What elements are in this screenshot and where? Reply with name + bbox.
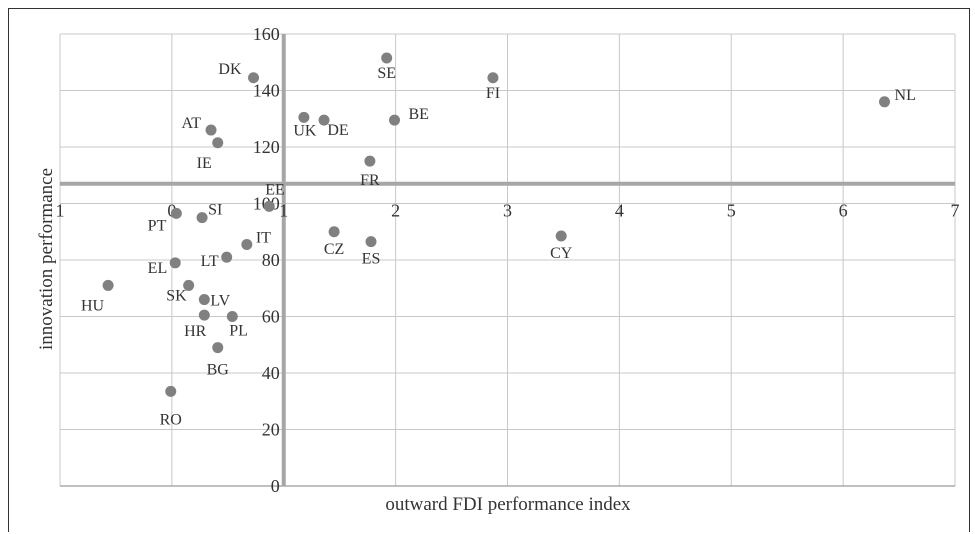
x-tick-label: 2 — [391, 201, 400, 221]
data-point-pt — [170, 207, 182, 219]
point-label-fr: FR — [360, 172, 380, 189]
point-label-pl: PL — [229, 323, 248, 340]
data-point-fr — [364, 155, 376, 167]
data-point-pl — [226, 311, 238, 322]
grid — [59, 33, 956, 487]
point-label-fi: FI — [486, 85, 500, 102]
point-label-ie: IE — [197, 155, 212, 172]
data-point-hu — [102, 279, 114, 291]
y-tick-label: 80 — [262, 250, 280, 270]
x-tick-label: 3 — [503, 201, 512, 221]
point-label-at: AT — [181, 115, 201, 132]
y-tick-label: 120 — [253, 137, 280, 157]
data-point-at — [205, 124, 217, 136]
y-tick-label: 140 — [253, 81, 280, 101]
point-label-dk: DK — [218, 61, 242, 78]
point-label-it: IT — [256, 229, 271, 246]
x-tick-label: 5 — [727, 201, 736, 221]
data-point-cz — [328, 226, 340, 238]
point-label-hr: HR — [184, 323, 207, 340]
data-point-be — [389, 114, 401, 126]
y-axis-title: innovation performance — [36, 168, 57, 350]
data-point-nl — [879, 96, 891, 108]
point-label-be: BE — [409, 106, 429, 123]
data-point-ee — [263, 200, 275, 212]
point-label-si: SI — [208, 202, 222, 219]
point-label-el: EL — [148, 260, 168, 277]
reference-lines — [60, 34, 955, 486]
data-point-fi — [487, 72, 499, 84]
point-label-uk: UK — [293, 122, 317, 139]
x-tick-label: 1 — [279, 201, 288, 221]
y-tick-label: 60 — [262, 307, 280, 327]
x-tick-label: 1 — [56, 201, 65, 221]
x-tick-label: 6 — [839, 201, 848, 221]
point-label-de: DE — [327, 122, 348, 139]
point-label-sk: SK — [166, 287, 187, 304]
point-label-hu: HU — [81, 297, 105, 314]
point-label-es: ES — [362, 251, 381, 268]
chart-frame — [8, 8, 970, 532]
x-tick-label: 4 — [615, 201, 624, 221]
data-point-bg — [212, 342, 224, 354]
data-point-hr — [198, 309, 210, 321]
data-point-el — [169, 257, 181, 269]
point-label-cz: CZ — [324, 241, 344, 258]
data-point-it — [241, 238, 253, 250]
point-label-pt: PT — [148, 217, 167, 234]
data-point-lv — [198, 294, 210, 306]
data-point-lt — [221, 251, 233, 263]
y-tick-label: 160 — [253, 24, 280, 44]
point-label-lt: LT — [201, 253, 219, 270]
point-label-bg: BG — [207, 362, 230, 379]
data-point-ie — [212, 137, 224, 149]
x-tick-label: 7 — [951, 201, 960, 221]
point-label-lv: LV — [210, 293, 230, 310]
data-point-se — [381, 52, 393, 64]
x-axis-title: outward FDI performance index — [385, 494, 631, 515]
data-point-sk — [183, 279, 195, 291]
data-point-si — [196, 212, 208, 224]
data-point-ro — [165, 385, 177, 397]
data-point-cy — [555, 230, 567, 242]
data-points — [102, 52, 891, 397]
point-label-ee: EE — [265, 181, 285, 198]
y-tick-label: 40 — [262, 363, 280, 383]
point-label-nl: NL — [895, 87, 916, 104]
data-point-dk — [248, 72, 260, 84]
y-tick-label: 20 — [262, 420, 280, 440]
y-tick-label: 0 — [271, 476, 280, 496]
point-label-cy: CY — [550, 245, 573, 262]
data-point-es — [365, 236, 377, 248]
data-point-de — [318, 114, 330, 126]
point-label-se: SE — [377, 65, 396, 82]
data-point-uk — [298, 111, 310, 123]
point-label-ro: RO — [160, 411, 182, 428]
point-labels: DK SE FI NL AT IE UK DE BE FR EE PT SI IT CZ ES CY EL LT HU… — [81, 61, 916, 429]
